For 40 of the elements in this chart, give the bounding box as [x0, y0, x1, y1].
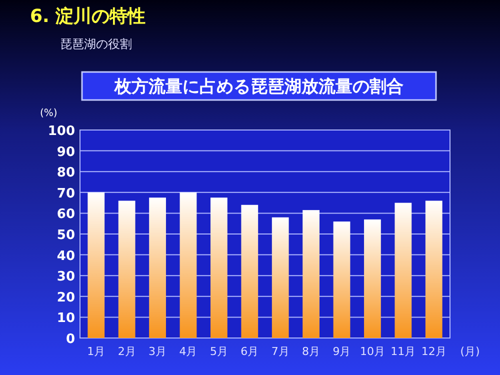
bar	[88, 192, 105, 338]
bar	[364, 219, 381, 338]
y-tick-label: 70	[56, 186, 75, 202]
chart-subtitle: 琵琶湖の役割	[60, 37, 132, 51]
y-tick-label: 30	[56, 270, 75, 285]
bar	[425, 200, 442, 338]
x-axis-title: (月)	[460, 345, 480, 358]
bar	[394, 202, 412, 338]
bar	[210, 198, 228, 338]
bar	[180, 192, 197, 338]
y-tick-label: 80	[56, 166, 75, 181]
bar	[241, 204, 258, 338]
bar	[333, 222, 350, 338]
y-tick-label: 100	[48, 124, 75, 139]
bar	[272, 217, 289, 338]
x-tick-label: 6月	[240, 345, 259, 358]
y-tick-label: 40	[56, 248, 75, 264]
x-tick-label: 10月	[360, 345, 385, 358]
x-tick-label: 8月	[302, 345, 320, 358]
y-tick-label: 90	[56, 144, 75, 160]
y-tick-label: 10	[56, 311, 75, 326]
x-tick-label: 4月	[179, 345, 198, 358]
text: 6. 淀川の特性	[30, 6, 146, 27]
x-tick-label: 11月	[390, 345, 416, 358]
x-tick-label: 3月	[148, 345, 167, 358]
bar	[118, 200, 136, 338]
bar	[149, 198, 166, 338]
x-tick-label: 5月	[210, 345, 228, 358]
x-tick-label: 7月	[271, 345, 290, 358]
y-tick-label: 50	[56, 228, 75, 243]
x-tick-label: 12月	[421, 345, 446, 358]
x-tick-label: 1月	[87, 345, 106, 358]
chart-title: 枚方流量に占める琵琶湖放流量の割合	[114, 77, 404, 97]
y-tick-label: 60	[56, 207, 75, 222]
y-axis-title: (%)	[40, 108, 58, 119]
x-tick-label: 9月	[332, 345, 351, 358]
bar	[302, 210, 320, 338]
y-tick-label: 0	[66, 332, 75, 347]
x-tick-label: 2月	[118, 345, 136, 358]
y-tick-label: 20	[56, 290, 75, 306]
